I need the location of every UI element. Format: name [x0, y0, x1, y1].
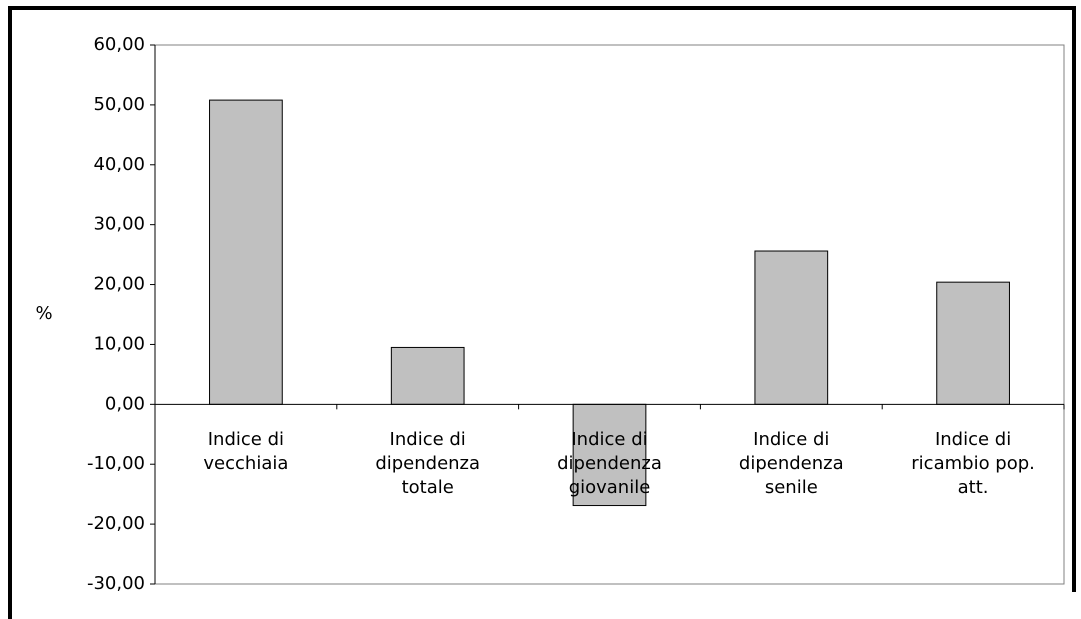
bar	[390, 346, 465, 405]
y-tick-label: 20,00	[93, 274, 145, 295]
frame	[8, 6, 1076, 619]
y-tick-label: -20,00	[87, 513, 145, 534]
x-tick-label: Indice di ricambio pop. att.	[911, 429, 1035, 499]
x-tick-label: Indice di vecchiaia	[203, 429, 289, 475]
y-tick-label: 60,00	[93, 34, 145, 55]
y-tick-label: 40,00	[93, 154, 145, 175]
bar	[209, 99, 283, 405]
x-tick-label: Indice di dipendenza senile	[738, 429, 844, 499]
y-tick-label: 10,00	[93, 333, 145, 354]
x-tick-label: Indice di dipendenza totale	[375, 429, 481, 499]
bar	[754, 250, 829, 405]
y-tick-label: 0,00	[105, 393, 145, 414]
x-tick-label: Indice di dipendenza giovanile	[557, 429, 662, 499]
y-tick-label: -10,00	[87, 453, 145, 474]
y-tick-label: 30,00	[93, 214, 145, 235]
y-tick-label: 50,00	[93, 94, 145, 115]
bar	[936, 281, 1010, 405]
y-tick-label: -30,00	[87, 573, 145, 594]
plot-area	[154, 44, 1065, 585]
y-axis-label: %	[35, 303, 52, 324]
